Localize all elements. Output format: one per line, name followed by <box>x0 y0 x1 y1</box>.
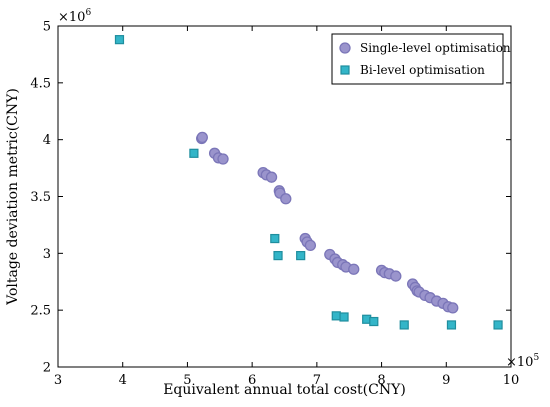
single-level-point <box>304 239 317 252</box>
y-tick-label: 3.5 <box>30 190 51 205</box>
single-level-point <box>348 263 360 275</box>
x-tick-label: 9 <box>442 373 450 388</box>
x-axis-multiplier: ×105 <box>506 353 539 370</box>
single-level-point <box>280 193 292 205</box>
single-level-point <box>265 171 278 183</box>
y-tick-label: 4.5 <box>30 76 51 91</box>
bi-level-point <box>114 35 125 45</box>
y-tick-label: 2.5 <box>30 304 51 319</box>
bi-level-point <box>369 316 379 327</box>
bi-level-point <box>493 320 503 330</box>
x-tick-label: 5 <box>183 373 191 388</box>
bi-level-point <box>296 251 306 261</box>
y-tick-label: 5 <box>43 20 51 35</box>
legend-marker-bi-level <box>340 65 350 75</box>
bi-level-point <box>446 320 457 330</box>
legend: Single-level optimisation Bi-level optim… <box>331 33 511 85</box>
y-tick-label: 2 <box>43 361 51 376</box>
x-axis-label: Equivalent annual total cost(CNY) <box>163 382 406 398</box>
bi-level-point <box>339 312 349 322</box>
y-tick-label: 3 <box>43 247 51 262</box>
bi-level-point <box>270 233 280 244</box>
x-tick-label: 10 <box>503 373 520 388</box>
single-level-point <box>447 302 459 314</box>
legend-box <box>331 33 504 85</box>
bi-level-point <box>273 251 283 261</box>
legend-label-bi-level: Bi-level optimisation <box>360 63 485 77</box>
x-tick-label: 3 <box>54 373 62 388</box>
single-level-point <box>390 270 402 282</box>
y-axis-multiplier: ×106 <box>58 8 91 25</box>
bi-level-point <box>399 320 409 330</box>
legend-label-single-level: Single-level optimisation <box>360 41 511 55</box>
x-tick-label: 8 <box>377 373 385 388</box>
x-tick-label: 6 <box>248 373 256 388</box>
data-points-layer <box>114 35 503 330</box>
x-tick-label: 4 <box>119 373 127 388</box>
y-axis-label: Voltage deviation metric(CNY) <box>5 88 21 306</box>
single-level-point <box>217 153 229 165</box>
bi-level-point <box>189 148 199 158</box>
bi-level-point <box>331 311 341 321</box>
ticks-layer: 3 4 5 6 7 8 9 10 2 2.5 3 3.5 4 4.5 5 <box>30 20 519 389</box>
legend-marker-single-level <box>339 42 351 54</box>
y-tick-label: 4 <box>43 133 51 148</box>
x-tick-label: 7 <box>313 373 321 388</box>
single-level-point <box>196 131 208 144</box>
